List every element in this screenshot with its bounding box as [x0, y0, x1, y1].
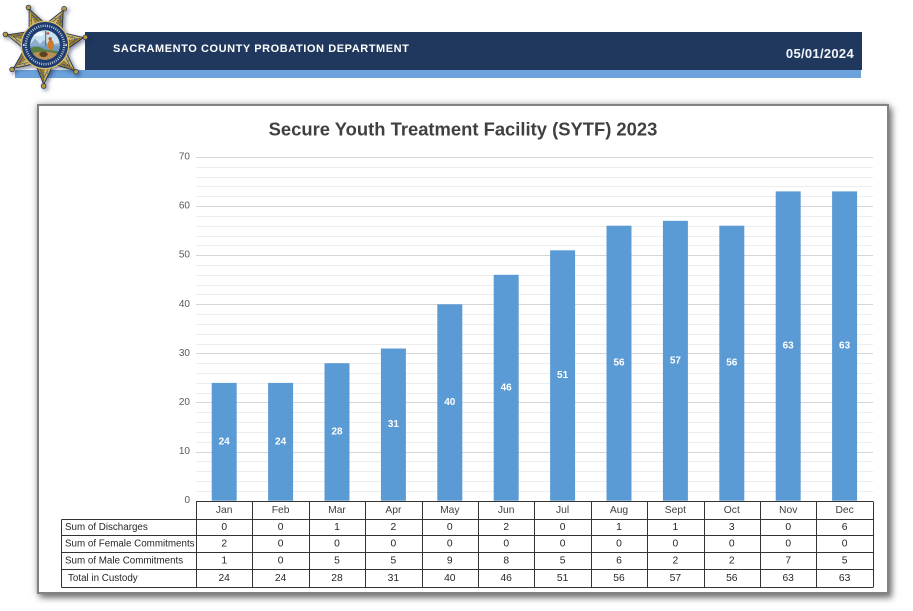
svg-text:40: 40 [179, 299, 191, 310]
svg-text:24: 24 [275, 436, 287, 447]
svg-text:0: 0 [673, 539, 679, 550]
svg-text:7: 7 [785, 556, 791, 567]
svg-text:60: 60 [179, 201, 191, 212]
svg-text:Sum of Discharges: Sum of Discharges [65, 522, 148, 533]
svg-text:3: 3 [729, 522, 735, 533]
svg-text:0: 0 [729, 539, 735, 550]
svg-text:6: 6 [842, 522, 848, 533]
svg-text:0: 0 [616, 539, 622, 550]
svg-text:40: 40 [444, 573, 456, 584]
svg-text:56: 56 [613, 358, 625, 369]
svg-text:1: 1 [221, 556, 227, 567]
svg-text:31: 31 [388, 573, 400, 584]
svg-text:0: 0 [184, 495, 190, 506]
svg-text:Sept: Sept [665, 505, 686, 516]
svg-text:6: 6 [616, 556, 622, 567]
svg-text:0: 0 [842, 539, 848, 550]
svg-text:0: 0 [560, 539, 566, 550]
svg-text:2: 2 [729, 556, 735, 567]
svg-text:0: 0 [391, 539, 397, 550]
svg-text:51: 51 [557, 573, 569, 584]
svg-text:2: 2 [221, 539, 227, 550]
svg-text:24: 24 [218, 573, 230, 584]
svg-text:63: 63 [839, 573, 851, 584]
svg-text:Jun: Jun [498, 505, 515, 516]
svg-text:0: 0 [447, 522, 453, 533]
svg-text:Secure Youth Treatment Facilit: Secure Youth Treatment Facility (SYTF) 2… [269, 119, 658, 140]
svg-text:57: 57 [670, 573, 682, 584]
svg-text:0: 0 [278, 556, 284, 567]
svg-text:46: 46 [500, 573, 512, 584]
svg-text:63: 63 [839, 341, 851, 352]
svg-text:31: 31 [388, 419, 400, 430]
svg-text:70: 70 [179, 152, 191, 163]
svg-text:1: 1 [616, 522, 622, 533]
svg-text:Sum of Male Commitments: Sum of Male Commitments [65, 556, 183, 567]
svg-text:Apr: Apr [385, 505, 402, 516]
svg-text:56: 56 [613, 573, 625, 584]
svg-text:56: 56 [726, 358, 738, 369]
svg-text:Dec: Dec [835, 505, 853, 516]
svg-text:0: 0 [560, 522, 566, 533]
svg-text:24: 24 [219, 436, 231, 447]
svg-text:Mar: Mar [328, 505, 346, 516]
svg-text:Jul: Jul [556, 505, 569, 516]
svg-text:5: 5 [334, 556, 340, 567]
svg-text:May: May [440, 505, 460, 516]
svg-text:0: 0 [221, 522, 227, 533]
svg-text:10: 10 [179, 446, 191, 457]
svg-text:0: 0 [785, 539, 791, 550]
svg-text:28: 28 [331, 427, 343, 438]
svg-text:28: 28 [331, 573, 343, 584]
svg-text:63: 63 [783, 341, 795, 352]
svg-text:0: 0 [785, 522, 791, 533]
svg-text:5: 5 [391, 556, 397, 567]
svg-text:5: 5 [560, 556, 566, 567]
svg-text:0: 0 [278, 539, 284, 550]
svg-text:1: 1 [673, 522, 679, 533]
svg-text:50: 50 [179, 250, 191, 261]
svg-text:63: 63 [782, 573, 794, 584]
svg-text:20: 20 [179, 397, 191, 408]
svg-text:Jan: Jan [216, 505, 233, 516]
svg-text:40: 40 [444, 397, 456, 408]
svg-text:2: 2 [391, 522, 397, 533]
svg-text:0: 0 [447, 539, 453, 550]
svg-text:Sum of Female Commitments: Sum of Female Commitments [65, 539, 195, 550]
svg-text:Nov: Nov [779, 505, 798, 516]
svg-text:30: 30 [179, 348, 191, 359]
svg-text:2: 2 [673, 556, 679, 567]
svg-text:56: 56 [726, 573, 738, 584]
svg-text:Feb: Feb [272, 505, 290, 516]
svg-text:0: 0 [334, 539, 340, 550]
svg-text:8: 8 [503, 556, 509, 567]
svg-text:0: 0 [278, 522, 284, 533]
svg-text:5: 5 [842, 556, 848, 567]
svg-text:Total in Custody: Total in Custody [68, 573, 138, 584]
svg-text:57: 57 [670, 355, 682, 366]
svg-text:Oct: Oct [724, 505, 740, 516]
svg-text:9: 9 [447, 556, 453, 567]
svg-text:24: 24 [275, 573, 287, 584]
svg-text:2: 2 [503, 522, 509, 533]
svg-text:46: 46 [501, 382, 513, 393]
svg-text:51: 51 [557, 370, 569, 381]
svg-text:1: 1 [334, 522, 340, 533]
svg-text:0: 0 [503, 539, 509, 550]
svg-text:Aug: Aug [610, 505, 629, 516]
